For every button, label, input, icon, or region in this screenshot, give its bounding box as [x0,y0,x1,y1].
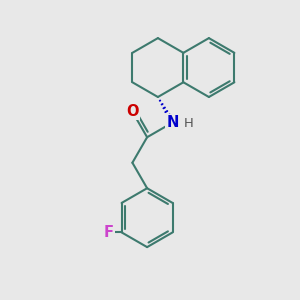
Text: O: O [126,104,139,119]
Text: H: H [184,118,194,130]
Text: N: N [167,115,179,130]
Text: F: F [103,225,113,240]
